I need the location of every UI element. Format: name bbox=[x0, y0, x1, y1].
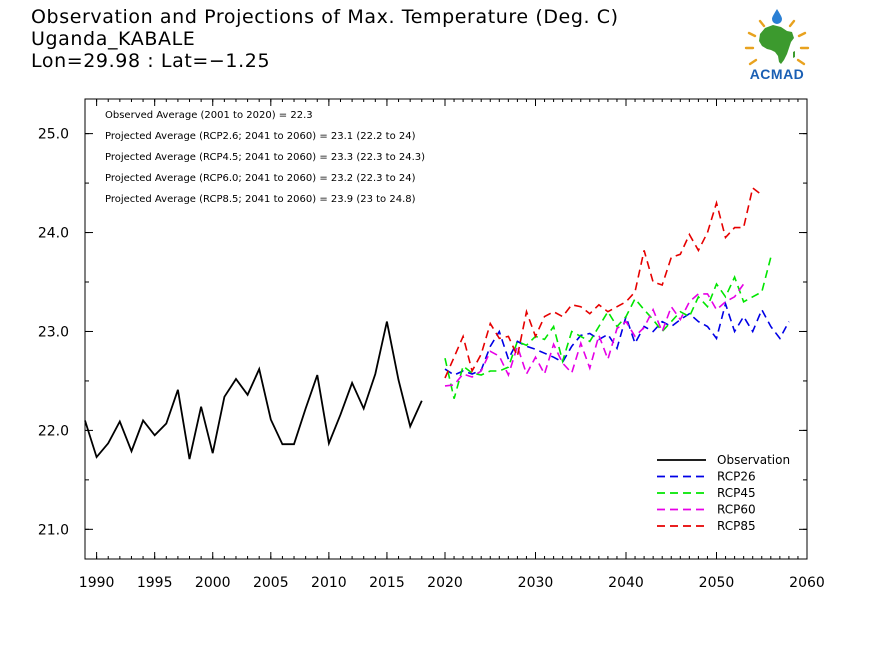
sun-rays-icon bbox=[744, 14, 810, 66]
coordinates: Lon=29.98 : Lat=−1.25 bbox=[31, 50, 271, 72]
x-tick-label: 2020 bbox=[427, 575, 463, 591]
acmad-logo-graphic: ACMAD bbox=[744, 9, 810, 82]
y-tick-label: 21.0 bbox=[38, 522, 69, 538]
africa-map-icon bbox=[759, 25, 794, 64]
x-tick-label: 1995 bbox=[137, 575, 173, 591]
plot-frame bbox=[84, 98, 808, 560]
legend-label-rcp26: RCP26 bbox=[717, 470, 756, 484]
series-line-observation bbox=[84, 321, 423, 460]
x-tick-label: 2010 bbox=[311, 575, 347, 591]
x-tick-label: 2060 bbox=[789, 575, 825, 591]
y-tick-label: 23.0 bbox=[38, 324, 69, 340]
annotations: Observed Average (2001 to 2020) = 22.3 Pr… bbox=[105, 110, 425, 205]
x-tick-label: 2050 bbox=[699, 575, 735, 591]
x-tick-label: 2015 bbox=[369, 575, 405, 591]
y-tick-label: 22.0 bbox=[38, 423, 69, 439]
legend-label-observation: Observation bbox=[717, 453, 790, 467]
acmad-logo-text: ACMAD bbox=[750, 66, 805, 82]
chart-title-block: Observation and Projections of Max. Temp… bbox=[31, 6, 619, 72]
series-line-rcp26 bbox=[444, 300, 790, 376]
annotation-text: Projected Average (RCP8.5; 2041 to 2060)… bbox=[105, 194, 416, 205]
axes: 1990 1995 2000 2005 2010 2015 2020 2030 2040 2050… bbox=[38, 99, 825, 591]
location-name: Uganda_KABALE bbox=[31, 28, 196, 50]
legend-label-rcp60: RCP60 bbox=[717, 503, 756, 517]
series-lines bbox=[84, 186, 790, 460]
acmad-logo: ACMAD bbox=[737, 8, 817, 84]
x-tick-label: 2000 bbox=[195, 575, 231, 591]
x-tick-label: 2005 bbox=[253, 575, 289, 591]
annotation-text: Observed Average (2001 to 2020) = 22.3 bbox=[105, 110, 313, 121]
series-line-rcp85 bbox=[444, 186, 763, 379]
legend-label-rcp85: RCP85 bbox=[717, 519, 756, 533]
annotation-text: Projected Average (RCP4.5; 2041 to 2060)… bbox=[105, 152, 425, 163]
x-tick-label: 2040 bbox=[608, 575, 644, 591]
annotation-text: Projected Average (RCP6.0; 2041 to 2060)… bbox=[105, 173, 416, 184]
chart-title: Observation and Projections of Max. Temp… bbox=[31, 6, 619, 28]
legend: Observation RCP26 RCP45 RCP60 RCP85 bbox=[657, 453, 790, 533]
series-line-rcp60 bbox=[444, 283, 745, 387]
y-tick-label: 24.0 bbox=[38, 226, 69, 242]
annotation-text: Projected Average (RCP2.6; 2041 to 2060)… bbox=[105, 131, 416, 142]
water-drop-icon bbox=[772, 9, 782, 24]
legend-label-rcp45: RCP45 bbox=[717, 486, 756, 500]
y-tick-label: 25.0 bbox=[38, 127, 69, 143]
x-tick-label: 2030 bbox=[518, 575, 554, 591]
series-line-rcp45 bbox=[444, 257, 772, 399]
x-tick-label: 1990 bbox=[79, 575, 115, 591]
